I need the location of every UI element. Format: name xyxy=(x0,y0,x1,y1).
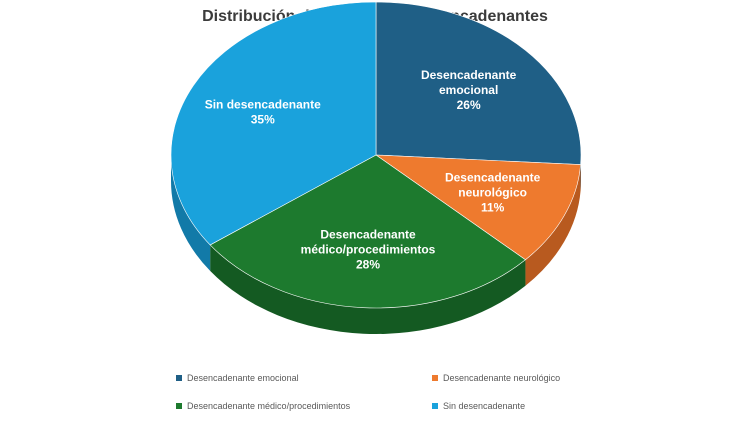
pie-side-3 xyxy=(171,155,211,271)
data-label-0: Desencadenante xyxy=(421,68,517,82)
pie-slice-3 xyxy=(170,1,377,246)
legend-label-1: Desencadenante neurológico xyxy=(443,373,561,383)
legend-label-3: Sin desencadenante xyxy=(443,401,526,411)
legend-label-2: Desencadenante médico/procedimientos xyxy=(187,401,351,411)
data-label-value-1: 11% xyxy=(481,201,505,215)
data-label-2: médico/procedimientos xyxy=(301,243,436,257)
data-label-value-0: 26% xyxy=(457,98,481,112)
legend-swatch-1 xyxy=(432,375,438,381)
data-label-value-2: 28% xyxy=(356,258,380,272)
pie-side-1 xyxy=(525,164,581,286)
legend-item-3: Sin desencadenante xyxy=(432,401,525,411)
pie-slice-2 xyxy=(209,154,526,309)
legend-swatch-0 xyxy=(176,375,182,381)
pie-slice-0 xyxy=(375,1,582,165)
data-label-3: Sin desencadenante xyxy=(205,97,321,111)
legend-item-0: Desencadenante emocional xyxy=(176,373,299,383)
data-label-0: emocional xyxy=(439,83,498,97)
legend-item-2: Desencadenante médico/procedimientos xyxy=(176,401,350,411)
pie-side-2 xyxy=(210,244,526,335)
legend-label-0: Desencadenante emocional xyxy=(187,373,299,383)
data-label-value-3: 35% xyxy=(251,112,275,126)
data-label-1: Desencadenante xyxy=(445,171,541,185)
legend-swatch-3 xyxy=(432,403,438,409)
data-label-2: Desencadenante xyxy=(320,228,416,242)
pie-slice-1 xyxy=(374,154,581,261)
legend-swatch-2 xyxy=(176,403,182,409)
legend: Desencadenante emocional Desencadenante n… xyxy=(160,365,590,417)
legend-item-1: Desencadenante neurológico xyxy=(432,373,560,383)
data-label-1: neurológico xyxy=(458,186,527,200)
